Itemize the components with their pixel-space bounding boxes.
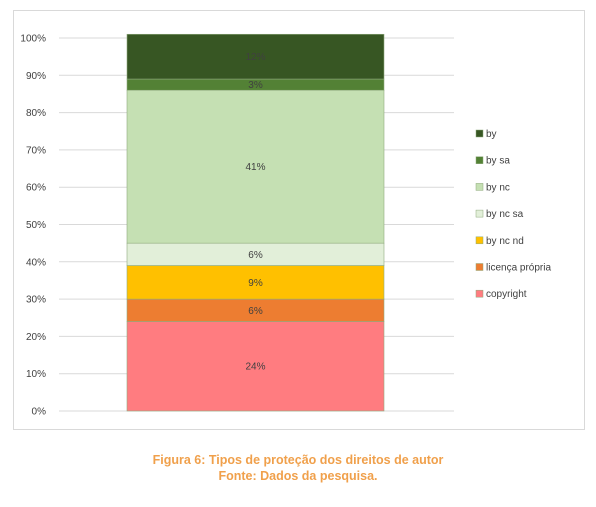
data-label: 6%	[248, 306, 263, 317]
y-tick-label: 20%	[26, 332, 46, 343]
caption-title: Figura 6: Tipos de proteção dos direitos…	[152, 453, 444, 467]
y-tick-label: 90%	[26, 71, 46, 82]
y-axis-ticks: 0% 10% 20% 30% 40% 50% 60% 70% 80% 90% 100%	[20, 34, 46, 418]
stacked-bar-chart: 0% 10% 20% 30% 40% 50% 60% 70% 80% 90% 100% 24% 6% 9…	[20, 33, 551, 418]
legend-swatch	[475, 183, 484, 191]
data-label: 9%	[248, 278, 263, 289]
legend-swatch	[475, 263, 484, 271]
legend-label: by sa	[486, 156, 510, 167]
legend-swatch	[475, 156, 484, 164]
legend-label: by nc sa	[486, 209, 524, 220]
caption-source: Fonte: Dados da pesquisa.	[218, 469, 378, 483]
y-tick-label: 30%	[26, 295, 46, 306]
y-tick-label: 70%	[26, 145, 46, 156]
legend: by by sa by nc by nc sa by nc nd licença próp…	[475, 129, 551, 300]
data-label: 24%	[245, 362, 265, 373]
y-tick-label: 10%	[26, 369, 46, 380]
data-label: 12%	[245, 52, 265, 63]
y-tick-label: 50%	[26, 220, 46, 231]
chart-area: 0% 10% 20% 30% 40% 50% 60% 70% 80% 90% 100% 24% 6% 9…	[13, 10, 585, 430]
legend-label: licença própria	[486, 263, 551, 274]
bar-segments	[126, 33, 385, 412]
y-tick-label: 60%	[26, 183, 46, 194]
y-tick-label: 0%	[32, 407, 47, 418]
bar-segment-by-nc-nd	[126, 265, 385, 300]
bar-segment-by-nc	[126, 89, 385, 244]
legend-label: by nc	[486, 182, 510, 193]
legend-swatch	[475, 209, 484, 218]
y-tick-label: 40%	[26, 257, 46, 268]
y-tick-label: 80%	[26, 108, 46, 119]
data-label: 3%	[248, 80, 263, 91]
data-labels: 24% 6% 9% 6% 41% 3% 12%	[245, 52, 265, 373]
data-label: 6%	[248, 250, 263, 261]
legend-swatch	[475, 236, 484, 245]
legend-swatch	[475, 289, 484, 298]
legend-swatch	[475, 129, 484, 138]
legend-label: copyright	[486, 289, 527, 300]
y-tick-label: 100%	[20, 34, 46, 45]
bar-segment-copyright	[126, 321, 385, 412]
legend-label: by nc nd	[486, 236, 524, 247]
bar-segment-by	[126, 33, 385, 80]
figure-caption: Figura 6: Tipos de proteção dos direitos…	[0, 452, 596, 484]
data-label: 41%	[245, 162, 265, 173]
legend-label: by	[486, 129, 497, 140]
